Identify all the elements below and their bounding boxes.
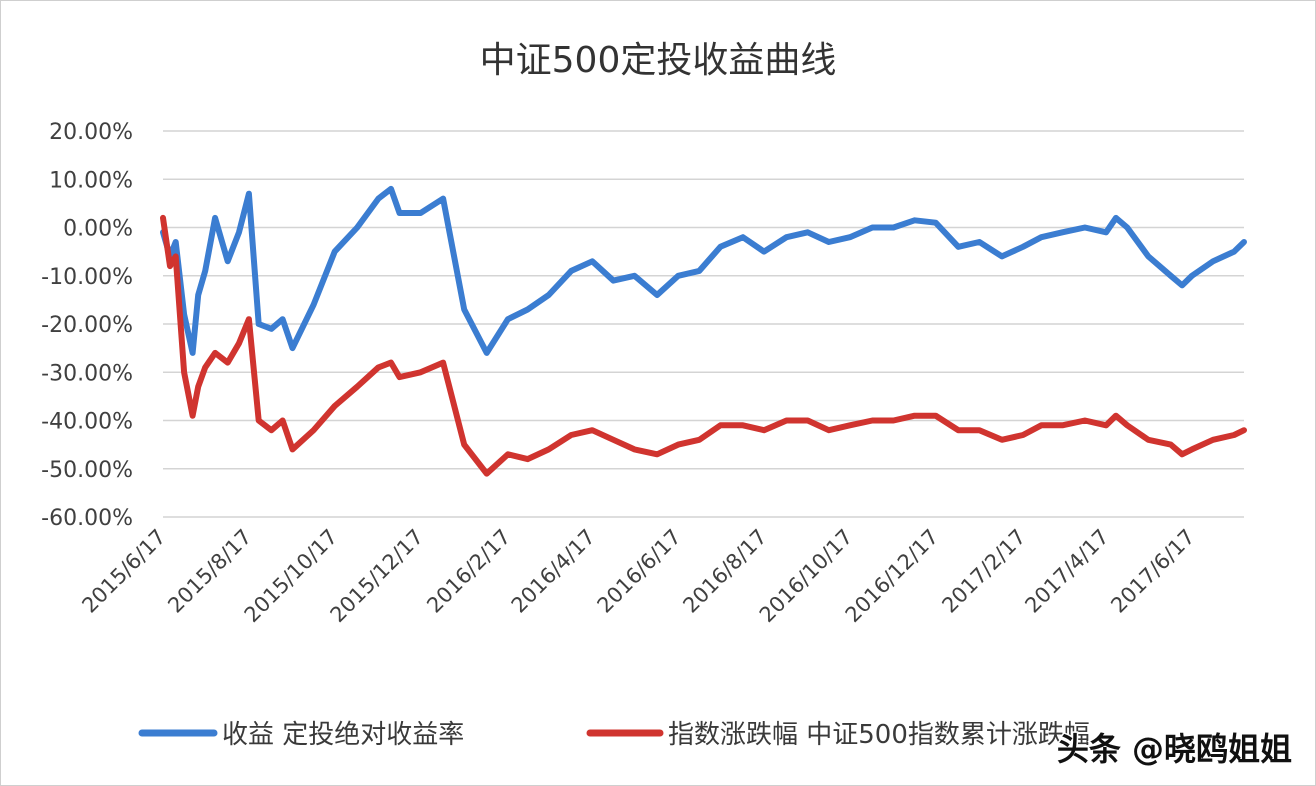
x-tick-label: 2016/8/17 <box>678 525 771 618</box>
y-tick-label: 10.00% <box>49 168 133 193</box>
chart-title: 中证500定投收益曲线 <box>480 40 837 81</box>
y-tick-label: 0.00% <box>63 217 133 242</box>
legend: 收益 定投绝对收益率 指数涨跌幅 中证500指数累计涨跌幅 <box>138 720 1090 750</box>
y-tick-label: -30.00% <box>41 361 133 386</box>
x-tick-label: 2017/2/17 <box>937 525 1030 618</box>
y-axis-ticks: 20.00% 10.00% 0.00% -10.00% -20.00% -30.00% -4… <box>41 120 133 531</box>
x-tick-label: 2015/12/17 <box>326 525 429 628</box>
y-tick-label: 20.00% <box>49 120 133 145</box>
x-tick-label: 2017/4/17 <box>1020 525 1113 618</box>
series-line-index <box>160 214 1247 477</box>
legend-label-index: 指数涨跌幅 中证500指数累计涨跌幅 <box>668 720 1090 750</box>
watermark: 头条 @晓鸥姐姐 <box>1057 730 1292 768</box>
y-tick-label: -40.00% <box>41 410 133 435</box>
x-axis-ticks: 2015/6/172015/8/172015/10/172015/12/1720… <box>77 525 1199 628</box>
series-line-returns <box>160 185 1247 356</box>
gridlines <box>163 130 1244 518</box>
y-tick-label: -60.00% <box>41 506 133 531</box>
x-tick-label: 2015/6/17 <box>77 525 170 618</box>
x-tick-label: 2016/12/17 <box>841 525 944 628</box>
y-tick-label: -20.00% <box>41 313 133 338</box>
x-tick-label: 2015/8/17 <box>163 525 256 618</box>
y-tick-label: -10.00% <box>41 265 133 290</box>
x-tick-label: 2016/6/17 <box>593 525 686 618</box>
x-tick-label: 2017/6/17 <box>1106 525 1199 618</box>
series-lines <box>160 185 1247 477</box>
x-tick-label: 2016/4/17 <box>507 525 600 618</box>
x-tick-label: 2016/2/17 <box>422 525 515 618</box>
y-tick-label: -50.00% <box>41 458 133 483</box>
legend-label-returns: 收益 定投绝对收益率 <box>222 720 464 750</box>
